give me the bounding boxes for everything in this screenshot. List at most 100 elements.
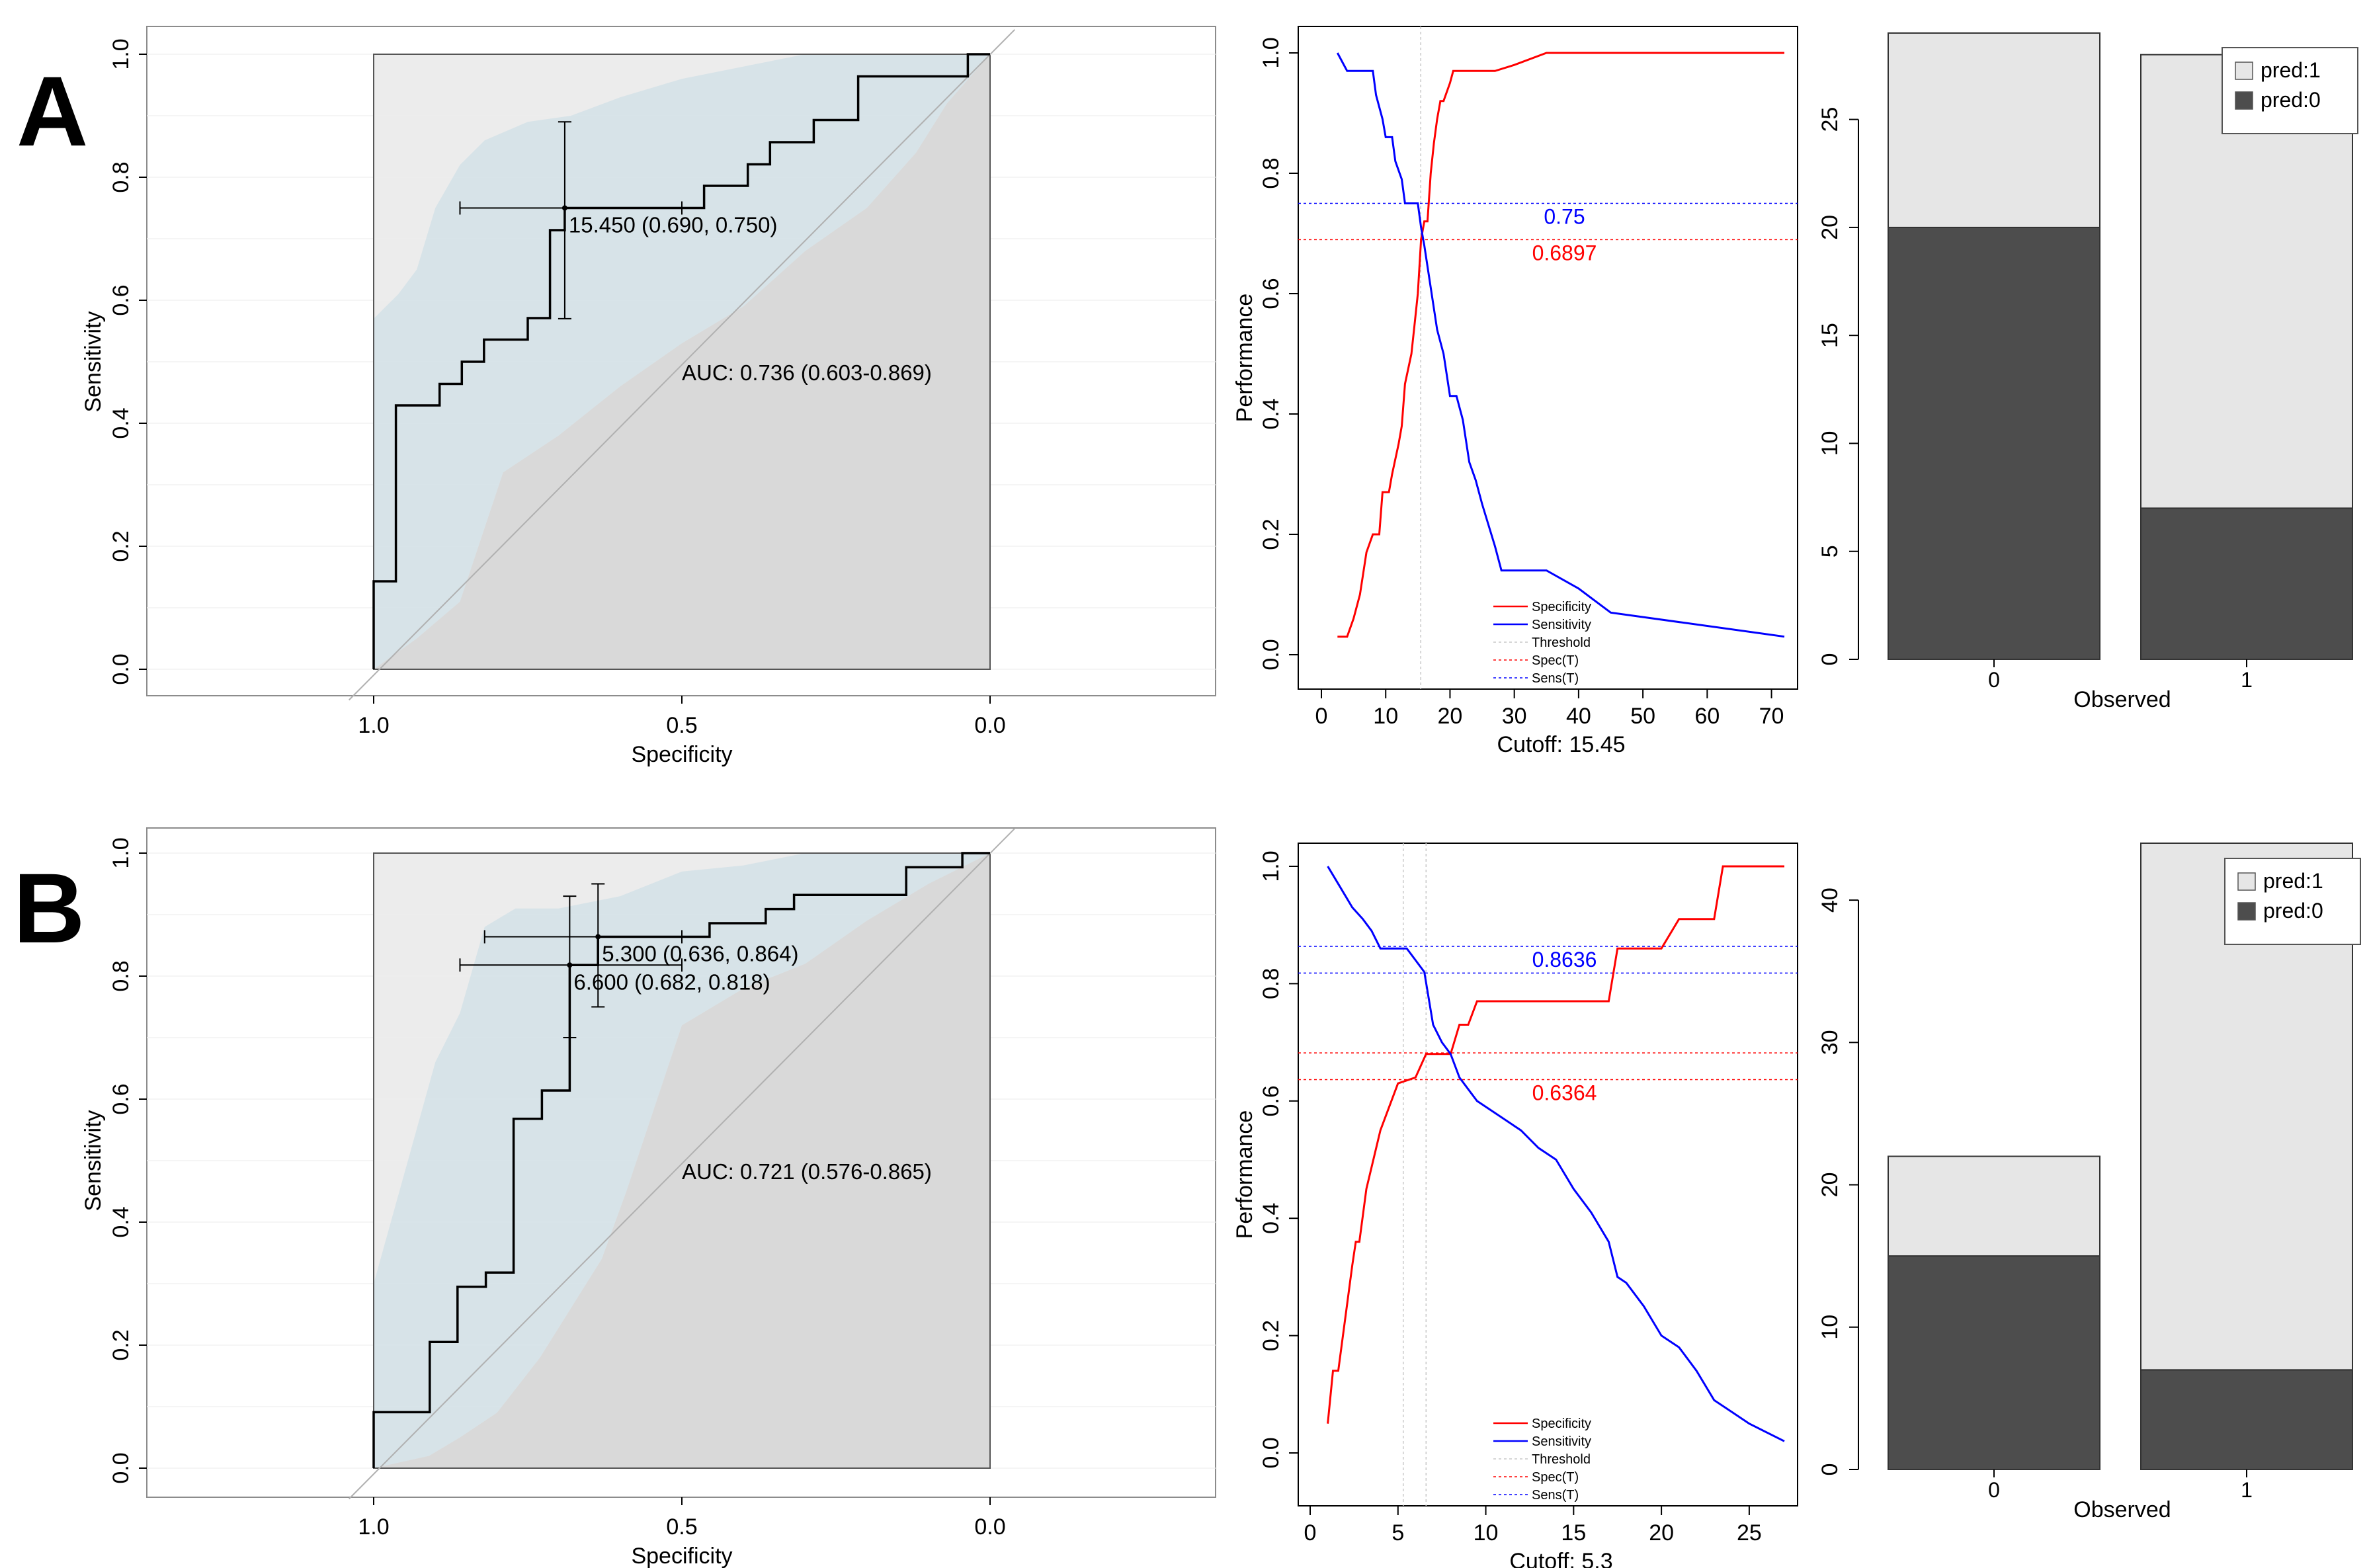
performance-chart: 0 10 20 30 40 50 60 70 0.0 0.2 0.4 0.6 0.8 1.0 Cutoff:…	[1232, 26, 1798, 757]
threshold-label: 15.450 (0.690, 0.750)	[569, 213, 778, 237]
perf-xtick-label: 20	[1438, 704, 1463, 729]
bar-category-label: 0	[1988, 1478, 2000, 1502]
roc-ylabel: Sensitivity	[81, 311, 106, 412]
roc-curve	[372, 852, 990, 1468]
auc-text: AUC: 0.721 (0.576-0.865)	[682, 1159, 932, 1184]
perf-xtick-label: 10	[1474, 1520, 1499, 1546]
perf-xtick-label: 40	[1566, 704, 1591, 729]
bar-chart: 0 10 20 30 40 0 1 Observed pred:1 pred:0	[1817, 843, 2361, 1522]
roc-plot-border	[373, 852, 991, 1469]
bar-legend-label: pred:0	[2263, 899, 2323, 923]
perf-xtick-label: 0	[1304, 1520, 1317, 1546]
perf-sens-label: 0.75	[1544, 205, 1585, 229]
perf-ylabel: Performance	[1232, 294, 1257, 423]
perf-series-specificity	[1337, 52, 1784, 638]
roc-ytick-label: 0.6	[108, 284, 134, 315]
perf-ytick-label: 0.0	[1259, 1437, 1284, 1468]
bar-category-label: 1	[2241, 668, 2253, 692]
bar-chart: 0 5 10 15 20 25 0 1 Observed pred:1 pred:0	[1817, 32, 2358, 712]
perf-ytick-label: 0.0	[1259, 639, 1284, 670]
bar-legend-label: pred:0	[2261, 88, 2321, 112]
bar-ytick-label: 30	[1817, 1030, 1843, 1055]
bar-legend-key	[2237, 872, 2256, 891]
perf-ylabel: Performance	[1232, 1110, 1257, 1239]
perf-legend-label: Spec(T)	[1532, 653, 1579, 668]
roc-xlabel: Specificity	[631, 1544, 732, 1568]
perf-legend-label: Specificity	[1532, 1417, 1591, 1431]
roc-chart: 1.0 0.5 0.0 0.0 0.2 0.4 0.6 0.8 1.0 Specificity Se…	[81, 26, 1216, 767]
roc-ytick-label: 0.2	[108, 1329, 134, 1360]
perf-ytick-label: 0.2	[1259, 518, 1284, 550]
roc-ytick-label: 0.8	[108, 960, 134, 991]
roc-ylabel: Sensitivity	[81, 1110, 106, 1211]
roc-ci-band	[374, 853, 990, 1468]
roc-ytick-label: 0.4	[108, 407, 134, 438]
roc-ytick-label: 0.0	[108, 653, 134, 684]
threshold-label: 5.300 (0.636, 0.864)	[602, 941, 798, 966]
bar-ytick-label: 40	[1817, 887, 1843, 913]
bar-pred0	[2140, 1369, 2353, 1470]
perf-xtick-label: 60	[1694, 704, 1720, 729]
roc-ytick-label: 0.2	[108, 530, 134, 561]
perf-xtick-label: 25	[1737, 1520, 1762, 1546]
performance-chart: 0 5 10 15 20 25 0.0 0.2 0.4 0.6 0.8 1.0 Cutoff: 5.3 P…	[1232, 843, 1798, 1568]
perf-sens-label: 0.8636	[1532, 948, 1597, 971]
bar-ytick-label: 0	[1817, 1464, 1843, 1476]
bar-pred0	[1888, 226, 2100, 660]
bar-ytick-label: 25	[1817, 107, 1843, 132]
bar-ytick-label: 20	[1817, 1173, 1843, 1198]
perf-legend-label: Sens(T)	[1532, 1488, 1579, 1503]
roc-ytick-label: 0.6	[108, 1083, 134, 1114]
roc-diagonal	[349, 29, 1015, 701]
perf-ytick-label: 0.8	[1259, 157, 1284, 188]
roc-ytick-label: 1.0	[108, 837, 134, 868]
roc-below-ci-area	[374, 54, 990, 669]
roc-ytick-label: 0.0	[108, 1452, 134, 1483]
perf-legend-label: Specificity	[1532, 600, 1591, 614]
bar-legend-key	[2237, 902, 2256, 921]
bar-pred1	[1888, 32, 2100, 228]
perf-ytick-label: 0.4	[1259, 398, 1284, 429]
bar-legend-label: pred:1	[2263, 869, 2323, 893]
bar-legend-key	[2235, 91, 2253, 110]
roc-ytick-label: 0.4	[108, 1206, 134, 1237]
perf-xtick-label: 5	[1392, 1520, 1404, 1546]
roc-plot-border	[373, 54, 991, 670]
bar-category-label: 0	[1988, 668, 2000, 692]
bar-legend-key	[2235, 62, 2253, 80]
perf-legend-label: Threshold	[1532, 1452, 1591, 1467]
perf-ytick-label: 0.8	[1259, 968, 1284, 999]
bar-ytick-label: 15	[1817, 323, 1843, 348]
perf-ytick-label: 0.6	[1259, 1085, 1284, 1116]
perf-spec-label: 0.6897	[1532, 241, 1597, 265]
perf-legend-label: Sensitivity	[1532, 618, 1591, 632]
perf-frame	[1298, 26, 1798, 690]
roc-ytick-label: 0.8	[108, 161, 134, 192]
perf-ytick-label: 0.2	[1259, 1320, 1284, 1351]
roc-curve	[372, 53, 990, 669]
perf-series-sensitivity	[1336, 52, 1785, 638]
perf-ytick-label: 0.6	[1259, 278, 1284, 309]
perf-xlabel: Cutoff: 15.45	[1497, 732, 1625, 757]
perf-legend-label: Threshold	[1532, 636, 1591, 650]
roc-diagonal	[349, 828, 1015, 1500]
perf-series-sensitivity	[1327, 866, 1785, 1442]
bar-ytick-label: 10	[1817, 1315, 1843, 1340]
perf-legend-label: Sensitivity	[1532, 1434, 1591, 1449]
bar-ytick-label: 5	[1817, 545, 1843, 557]
panel-b: 1.0 0.5 0.0 0.0 0.2 0.4 0.6 0.8 1.0 Specificity Se…	[81, 827, 2361, 1568]
perf-legend-label: Sens(T)	[1532, 671, 1579, 686]
panel-label-b: B	[13, 852, 85, 964]
perf-ytick-label: 1.0	[1259, 37, 1284, 68]
bar-category-label: 1	[2241, 1478, 2253, 1502]
roc-xtick-label: 0.5	[666, 1514, 697, 1540]
roc-xtick-label: 1.0	[358, 713, 389, 738]
roc-xtick-label: 0.5	[666, 713, 697, 738]
bar-xlabel: Observed	[2073, 1497, 2171, 1522]
roc-xtick-label: 0.0	[974, 713, 1005, 738]
perf-xtick-label: 30	[1502, 704, 1527, 729]
perf-ytick-label: 1.0	[1259, 850, 1284, 882]
bar-legend: pred:1 pred:0	[2224, 858, 2361, 945]
perf-xtick-label: 70	[1759, 704, 1784, 729]
